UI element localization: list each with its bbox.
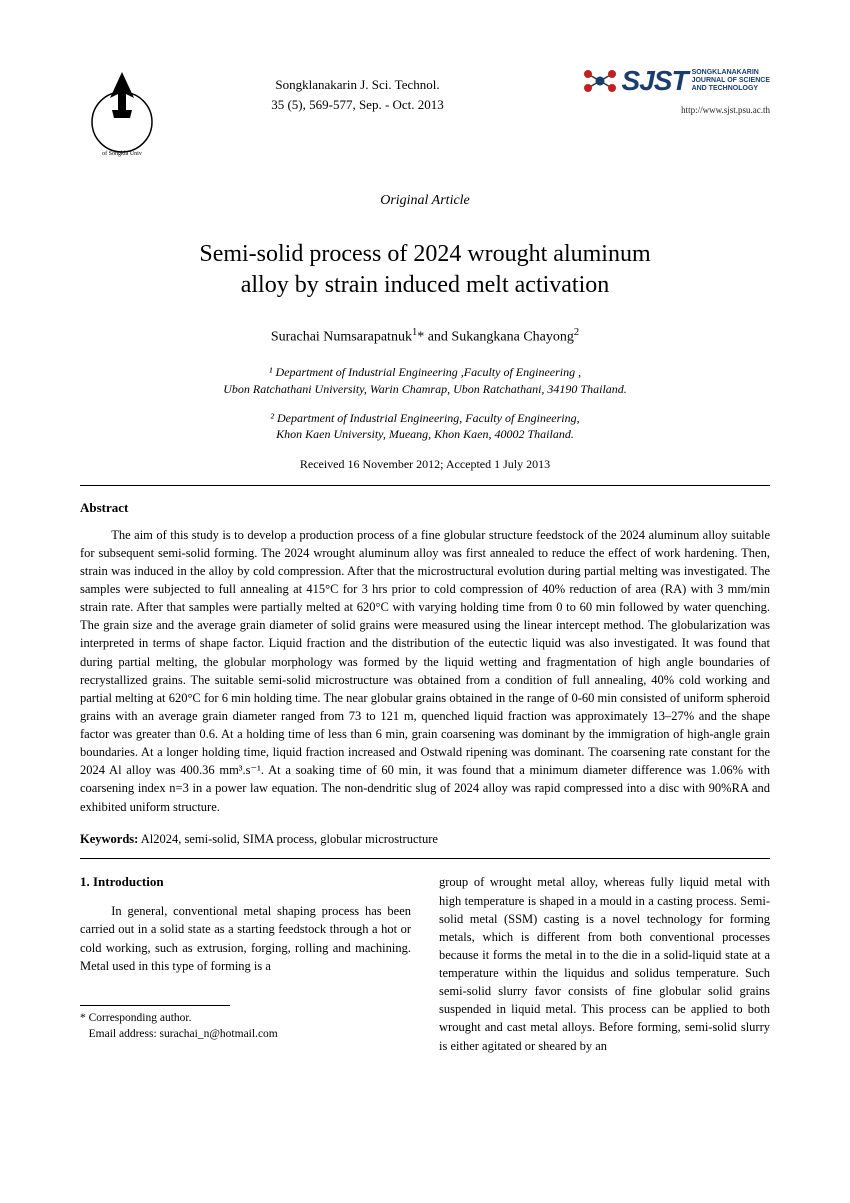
header-row: of Songkla Univ Songklanakarin J. Sci. T… [80,60,770,160]
article-type: Original Article [80,190,770,211]
journal-logo-block: SJST SONGKLANAKARIN JOURNAL OF SCIENCE A… [550,60,770,118]
journal-info: Songklanakarin J. Sci. Technol. 35 (5), … [271,75,444,114]
journal-name: Songklanakarin J. Sci. Technol. [271,75,444,95]
keywords: Keywords: Al2024, semi-solid, SIMA proce… [80,830,770,849]
article-title: Semi-solid process of 2024 wrought alumi… [80,239,770,301]
sjst-fullname: SONGKLANAKARIN JOURNAL OF SCIENCE AND TE… [692,69,770,92]
rule-top [80,485,770,486]
rule-bottom [80,858,770,859]
authors: Surachai Numsarapatnuk1* and Sukangkana … [80,325,770,348]
column-right: group of wrought metal alloy, whereas fu… [439,873,770,1054]
intro-heading: 1. Introduction [80,873,411,892]
keywords-label: Keywords: [80,832,138,846]
intro-para-left: In general, conventional metal shaping p… [80,902,411,975]
abstract-heading: Abstract [80,498,770,518]
journal-url: http://www.sjst.psu.ac.th [550,104,770,118]
corresponding-rule [80,1005,230,1006]
svg-text:of Songkla Univ: of Songkla Univ [102,150,142,157]
keywords-text: Al2024, semi-solid, SIMA process, globul… [138,832,438,846]
corresponding-author: * Corresponding author. Email address: s… [80,1010,411,1042]
sjst-acronym: SJST [622,60,688,102]
body-columns: 1. Introduction In general, conventional… [80,873,770,1054]
affiliation-1: ¹ Department of Industrial Engineering ,… [80,364,770,398]
sjst-dots-icon [578,66,618,96]
column-left: 1. Introduction In general, conventional… [80,873,411,1054]
intro-para-right: group of wrought metal alloy, whereas fu… [439,873,770,1054]
affiliation-2: ² Department of Industrial Engineering, … [80,410,770,444]
journal-issue: 35 (5), 569-577, Sep. - Oct. 2013 [271,95,444,115]
article-dates: Received 16 November 2012; Accepted 1 Ju… [80,455,770,473]
university-seal: of Songkla Univ [80,60,165,160]
abstract-text: The aim of this study is to develop a pr… [80,526,770,816]
